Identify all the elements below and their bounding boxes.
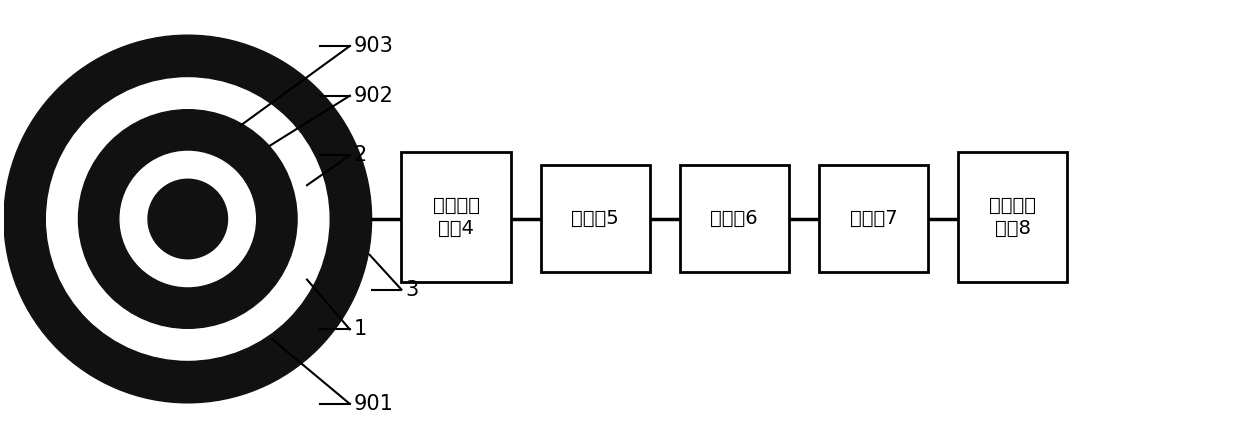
- Circle shape: [78, 110, 298, 328]
- Text: 903: 903: [353, 36, 393, 56]
- Text: 902: 902: [353, 86, 393, 106]
- Circle shape: [47, 78, 329, 360]
- Bar: [680, 165, 789, 272]
- Text: 信号检测
模块8: 信号检测 模块8: [990, 196, 1035, 238]
- Text: 放大器6: 放大器6: [711, 209, 758, 228]
- Text: 1: 1: [353, 319, 367, 339]
- Circle shape: [120, 152, 255, 287]
- Text: 保护器5: 保护器5: [572, 209, 619, 228]
- Text: 901: 901: [353, 394, 393, 414]
- Text: 滤波器7: 滤波器7: [849, 209, 898, 228]
- Text: 3: 3: [405, 280, 419, 299]
- Bar: [957, 153, 1068, 281]
- Bar: [541, 165, 650, 272]
- Circle shape: [4, 35, 372, 403]
- Text: 2: 2: [353, 146, 367, 165]
- Bar: [402, 153, 511, 281]
- Circle shape: [148, 179, 227, 259]
- Text: 光电转换
模块4: 光电转换 模块4: [433, 196, 480, 238]
- Bar: [818, 165, 928, 272]
